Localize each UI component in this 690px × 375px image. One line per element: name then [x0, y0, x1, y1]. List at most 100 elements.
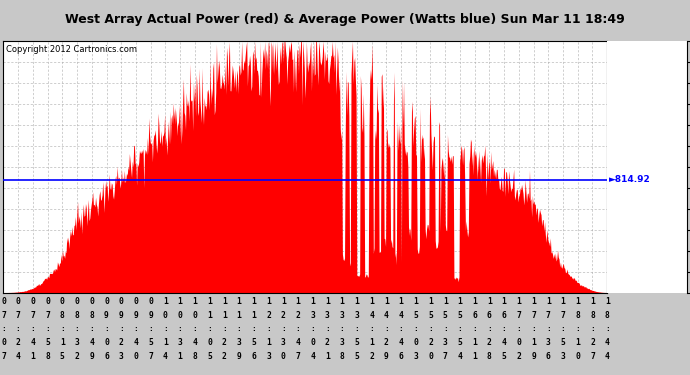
Text: 2: 2 — [516, 352, 521, 361]
Text: 7: 7 — [560, 310, 566, 320]
Text: 3: 3 — [310, 310, 315, 320]
Text: :: : — [369, 324, 374, 333]
Text: 0: 0 — [428, 352, 433, 361]
Text: 1: 1 — [237, 297, 241, 306]
Text: 2: 2 — [75, 352, 79, 361]
Text: 4: 4 — [502, 338, 506, 347]
Text: 5: 5 — [355, 338, 359, 347]
Text: 9: 9 — [148, 310, 153, 320]
Text: 6: 6 — [472, 310, 477, 320]
Text: 6: 6 — [502, 310, 506, 320]
Text: West Array Actual Power (red) & Average Power (Watts blue) Sun Mar 11 18:49: West Array Actual Power (red) & Average … — [65, 13, 625, 26]
Text: 3: 3 — [413, 352, 418, 361]
Text: 0: 0 — [90, 297, 95, 306]
Text: 4: 4 — [295, 338, 300, 347]
Text: 7: 7 — [295, 352, 300, 361]
Text: 1: 1 — [237, 310, 241, 320]
Text: 5: 5 — [502, 352, 506, 361]
Text: 8: 8 — [339, 352, 344, 361]
Text: 3: 3 — [266, 352, 271, 361]
Text: 1: 1 — [604, 297, 610, 306]
Text: 5: 5 — [457, 310, 462, 320]
Text: 1: 1 — [413, 297, 418, 306]
Text: :: : — [45, 324, 50, 333]
Text: 0: 0 — [104, 297, 109, 306]
Text: 9: 9 — [119, 310, 124, 320]
Text: 1: 1 — [163, 297, 168, 306]
Text: 1: 1 — [60, 338, 65, 347]
Text: :: : — [457, 324, 462, 333]
Text: :: : — [575, 324, 580, 333]
Text: 7: 7 — [590, 352, 595, 361]
Text: 0: 0 — [60, 297, 65, 306]
Text: 5: 5 — [560, 338, 566, 347]
Text: 0: 0 — [1, 338, 6, 347]
Text: 1: 1 — [193, 297, 197, 306]
Text: 5: 5 — [148, 338, 153, 347]
Text: :: : — [472, 324, 477, 333]
Text: 1: 1 — [428, 297, 433, 306]
Text: 1: 1 — [384, 297, 388, 306]
Text: :: : — [178, 324, 183, 333]
Text: 1: 1 — [178, 352, 183, 361]
Text: 1: 1 — [355, 297, 359, 306]
Text: 1: 1 — [266, 338, 271, 347]
Text: 0: 0 — [45, 297, 50, 306]
Text: :: : — [1, 324, 6, 333]
Text: 1: 1 — [369, 338, 374, 347]
Text: :: : — [207, 324, 212, 333]
Text: 4: 4 — [399, 338, 404, 347]
Text: 3: 3 — [546, 338, 551, 347]
Text: 8: 8 — [575, 310, 580, 320]
Text: :: : — [339, 324, 344, 333]
Text: 4: 4 — [384, 310, 388, 320]
Text: :: : — [604, 324, 610, 333]
Text: 3: 3 — [560, 352, 566, 361]
Text: 1: 1 — [472, 297, 477, 306]
Text: :: : — [384, 324, 388, 333]
Text: 2: 2 — [119, 338, 124, 347]
Text: 0: 0 — [575, 352, 580, 361]
Text: :: : — [399, 324, 404, 333]
Text: 3: 3 — [325, 310, 330, 320]
Text: 6: 6 — [399, 352, 404, 361]
Text: 0: 0 — [134, 352, 139, 361]
Text: 4: 4 — [163, 352, 168, 361]
Text: 4: 4 — [30, 338, 35, 347]
Text: 1: 1 — [457, 297, 462, 306]
Text: :: : — [325, 324, 330, 333]
Text: :: : — [60, 324, 65, 333]
Text: 5: 5 — [443, 310, 448, 320]
Text: 0: 0 — [134, 297, 139, 306]
Text: 1: 1 — [443, 297, 448, 306]
Text: 7: 7 — [148, 352, 153, 361]
Text: 7: 7 — [531, 310, 536, 320]
Text: 0: 0 — [281, 352, 286, 361]
Text: 0: 0 — [119, 297, 124, 306]
Text: 2: 2 — [222, 338, 227, 347]
Text: 1: 1 — [207, 310, 212, 320]
Text: 7: 7 — [516, 310, 521, 320]
Text: Copyright 2012 Cartronics.com: Copyright 2012 Cartronics.com — [6, 45, 137, 54]
Text: 4: 4 — [310, 352, 315, 361]
Text: 0: 0 — [16, 297, 21, 306]
Text: 1: 1 — [178, 297, 183, 306]
Text: 5: 5 — [428, 310, 433, 320]
Text: :: : — [443, 324, 448, 333]
Text: :: : — [590, 324, 595, 333]
Text: 5: 5 — [457, 338, 462, 347]
Text: :: : — [428, 324, 433, 333]
Text: 4: 4 — [369, 310, 374, 320]
Text: :: : — [295, 324, 300, 333]
Text: 1: 1 — [472, 352, 477, 361]
Text: :: : — [355, 324, 359, 333]
Text: :: : — [266, 324, 271, 333]
Text: 1: 1 — [531, 338, 536, 347]
Text: 8: 8 — [604, 310, 610, 320]
Text: 0: 0 — [178, 310, 183, 320]
Text: :: : — [251, 324, 256, 333]
Text: 1: 1 — [590, 297, 595, 306]
Text: :: : — [90, 324, 95, 333]
Text: 6: 6 — [251, 352, 256, 361]
Text: :: : — [193, 324, 197, 333]
